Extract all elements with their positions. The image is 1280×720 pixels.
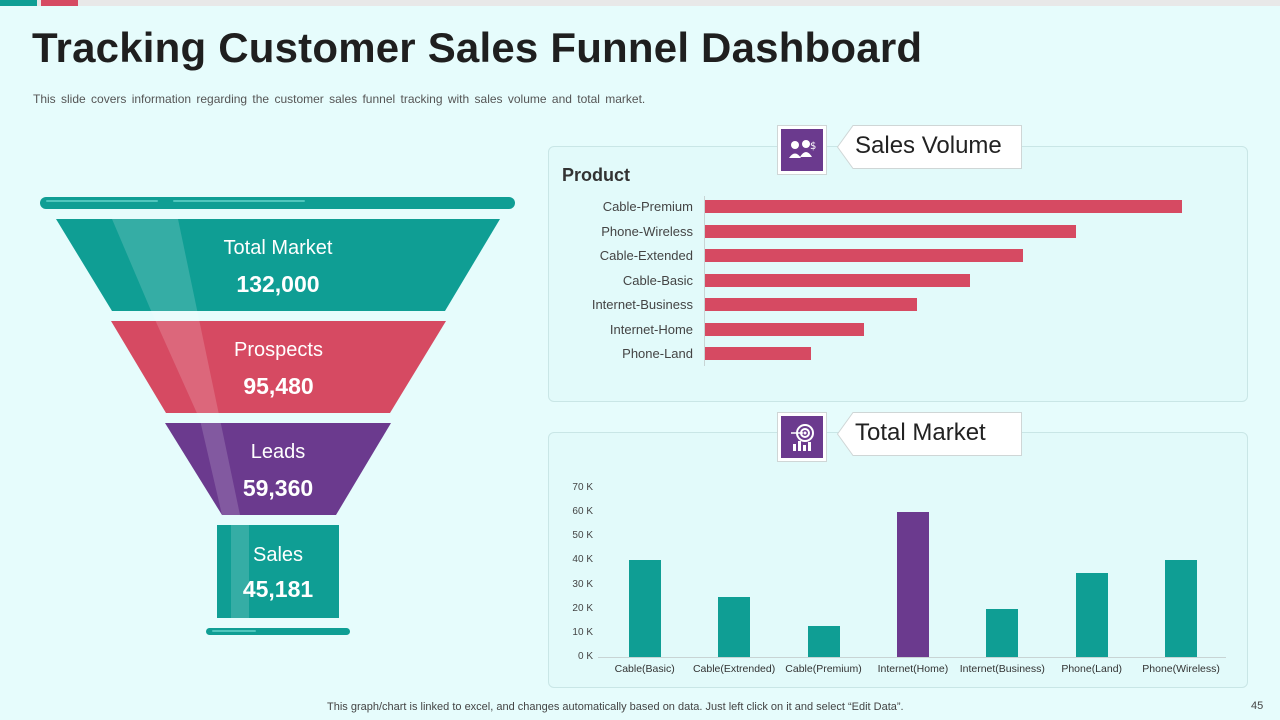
- accent-red: [41, 0, 78, 6]
- page-number: 45: [1251, 700, 1264, 712]
- hbar-label: Internet-Business: [591, 297, 693, 312]
- funnel-gloss: [112, 219, 240, 515]
- x-category-label: Phone(Land): [1061, 663, 1123, 675]
- hbar-label: Phone-Land: [622, 346, 693, 361]
- stage-label: Prospects: [234, 339, 323, 361]
- page-subtitle: This slide covers information regarding …: [33, 92, 646, 106]
- funnel-shape-sales: [217, 525, 339, 618]
- funnel-stage-total-market[interactable]: Total Market 132,000: [56, 219, 500, 311]
- vbar-bar[interactable]: [807, 625, 840, 657]
- funnel-bottom-rim: [206, 628, 350, 635]
- hbar-bar[interactable]: [705, 249, 1023, 262]
- vbar-bar[interactable]: [896, 512, 929, 657]
- hbar-label: Cable-Extended: [599, 248, 693, 263]
- x-category-label: Cable(Premium): [785, 663, 862, 675]
- hbar-label: Internet-Home: [609, 321, 693, 337]
- vbar-axis-line: [598, 657, 1226, 658]
- hbar-bar[interactable]: [705, 322, 864, 336]
- y-tick-label: 30 K: [572, 578, 593, 590]
- funnel-stage-leads[interactable]: Leads 59,360: [165, 423, 391, 515]
- total-market-heading: Total Market: [855, 419, 986, 446]
- sales-volume-icon-box: $: [777, 125, 827, 175]
- sales-volume-heading: Sales Volume: [855, 132, 1002, 159]
- funnel-stage-prospects[interactable]: Prospects 95,480: [111, 321, 446, 413]
- funnel-stage-sales[interactable]: Sales 45,181: [217, 525, 339, 618]
- hbar-label: Cable-Basic: [622, 272, 693, 288]
- accent-teal: [0, 0, 37, 6]
- vbar-bar[interactable]: [986, 608, 1019, 657]
- stage-value: 45,181: [242, 576, 314, 602]
- total-market-icon-box: [777, 412, 827, 462]
- team-dollar-icon: $: [789, 140, 816, 158]
- hbar-bar[interactable]: [705, 200, 1182, 213]
- hbar-label: Cable-Premium: [602, 199, 693, 214]
- target-chart-icon: [791, 424, 814, 451]
- hbar-bar[interactable]: [705, 224, 1076, 238]
- hbar-bar[interactable]: [705, 273, 970, 287]
- stage-label: Sales: [252, 544, 304, 566]
- vbar-bar[interactable]: [628, 560, 661, 657]
- funnel-shape-prospects: [111, 321, 446, 413]
- y-tick-label: 50 K: [572, 530, 593, 542]
- stage-value: 95,480: [243, 373, 314, 399]
- funnel-shapes: [56, 219, 500, 618]
- vbar-bar[interactable]: [718, 596, 751, 657]
- vbar-bar[interactable]: [1075, 572, 1108, 657]
- x-category-label: Internet(Home): [877, 663, 949, 675]
- total-market-tag: [837, 412, 1022, 456]
- y-tick-label: 10 K: [572, 626, 593, 638]
- funnel-gloss-sales: [231, 525, 249, 618]
- stage-value: 132,000: [236, 271, 320, 297]
- x-category-label: Cable(Extrended): [692, 663, 776, 675]
- stage-label: Leads: [250, 441, 306, 463]
- funnel-shape-total-market: [56, 219, 500, 311]
- x-category-label: Internet(Business): [959, 663, 1045, 675]
- x-category-label: Phone(Wireless): [1142, 663, 1220, 675]
- hbar-bar[interactable]: [705, 298, 917, 311]
- funnel-shape-leads: [165, 423, 391, 515]
- footer-note: This graph/chart is linked to excel, and…: [327, 701, 904, 713]
- stage-label: Total Market: [223, 237, 333, 259]
- hbar-bar[interactable]: [705, 347, 811, 360]
- y-tick-label: 70 K: [572, 482, 593, 493]
- funnel-top-rim: [40, 197, 515, 209]
- sales-volume-tag: [837, 125, 1022, 169]
- vbar-bar[interactable]: [1165, 560, 1198, 657]
- x-category-label: Cable(Basic): [614, 663, 675, 675]
- y-tick-label: 0 K: [577, 651, 593, 662]
- y-tick-label: 60 K: [572, 506, 593, 518]
- page-title: Tracking Customer Sales Funnel Dashboard: [32, 24, 923, 71]
- stage-value: 59,360: [242, 475, 314, 501]
- top-accent-bar: [0, 0, 1280, 6]
- hbar-axis-line: [704, 196, 705, 366]
- svg-text:$: $: [810, 141, 816, 152]
- product-axis-title: Product: [562, 165, 631, 185]
- hbar-label: Phone-Wireless: [601, 223, 693, 239]
- y-tick-label: 40 K: [572, 554, 593, 566]
- y-tick-label: 20 K: [572, 602, 593, 614]
